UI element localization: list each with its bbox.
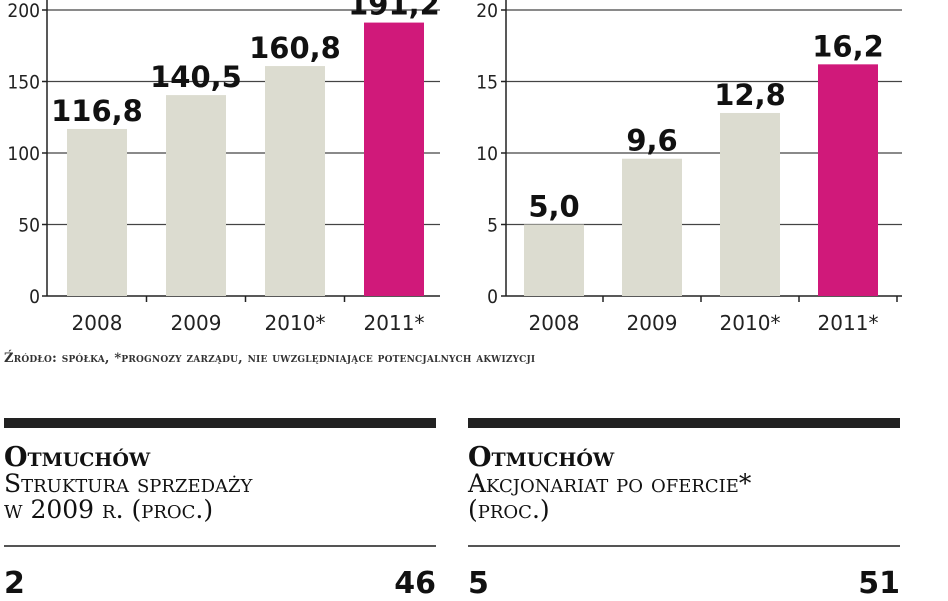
x-tick-label: 2011* <box>364 311 425 335</box>
y-tick-label: 100 <box>7 143 40 165</box>
y-tick-label: 200 <box>7 0 40 22</box>
panel-value-left: 5 <box>468 566 489 601</box>
bar <box>265 66 325 296</box>
panel-subtitle-line1: Akcjonariat po ofercie* <box>468 469 752 498</box>
x-tick-label: 2008 <box>72 311 123 335</box>
x-tick-label: 2008 <box>529 311 580 335</box>
panel-value-right: 46 <box>394 566 436 601</box>
panel-divider <box>468 545 900 547</box>
panel-top-rule <box>4 418 436 428</box>
shareholders-panel: Otmuchów Akcjonariat po ofercie* (proc.)… <box>468 418 900 601</box>
sales-structure-panel: Otmuchów Struktura sprzedaży w 2009 r. (… <box>4 418 436 601</box>
panel-value-right: 51 <box>858 566 900 601</box>
y-tick-label: 20 <box>476 0 498 22</box>
bar <box>524 224 584 296</box>
bar <box>67 128 127 296</box>
data-label: 191,2 <box>348 0 440 22</box>
bar <box>166 95 226 297</box>
data-label: 12,8 <box>714 78 786 112</box>
data-label: 5,0 <box>528 190 579 224</box>
y-tick-label: 0 <box>29 286 40 308</box>
panel-company-name: Otmuchów <box>4 442 151 473</box>
x-tick-label: 2010* <box>265 311 326 335</box>
data-label: 140,5 <box>150 60 242 94</box>
y-tick-label: 10 <box>476 143 498 165</box>
y-tick-label: 150 <box>7 72 40 94</box>
panel-company-name: Otmuchów <box>468 442 615 473</box>
y-tick-label: 5 <box>487 215 498 237</box>
bar <box>818 64 878 296</box>
y-tick-label: 0 <box>487 286 498 308</box>
y-tick-label: 15 <box>476 72 498 94</box>
data-label: 16,2 <box>812 29 884 63</box>
x-tick-label: 2009 <box>171 311 222 335</box>
y-tick-label: 50 <box>18 215 40 237</box>
x-tick-label: 2010* <box>720 311 781 335</box>
data-label: 160,8 <box>249 31 341 65</box>
panel-value-left: 2 <box>4 566 25 601</box>
bar <box>622 158 682 296</box>
source-note: Źródło: spółka, *prognozy zarządu, nie u… <box>4 351 536 366</box>
data-label: 9,6 <box>626 124 677 158</box>
x-tick-label: 2011* <box>818 311 879 335</box>
panel-subtitle-line2: (proc.) <box>468 495 550 524</box>
bar <box>720 112 780 297</box>
data-label: 116,8 <box>51 94 143 128</box>
panel-subtitle-line1: Struktura sprzedaży <box>4 469 253 498</box>
profit-bar-chart: 0 5 10 15 20 2008 5,0 2009 9,6 2010* 12,8 2011* 16,2 <box>476 0 902 335</box>
panel-subtitle-line2: w 2009 r. (proc.) <box>4 495 214 524</box>
x-tick-label: 2009 <box>627 311 678 335</box>
bar <box>364 22 424 297</box>
panel-divider <box>4 545 436 547</box>
panel-top-rule <box>468 418 900 428</box>
revenue-bar-chart: 0 50 100 150 200 2008 116,8 2009 140,5 2010* 160,8… <box>7 0 440 335</box>
